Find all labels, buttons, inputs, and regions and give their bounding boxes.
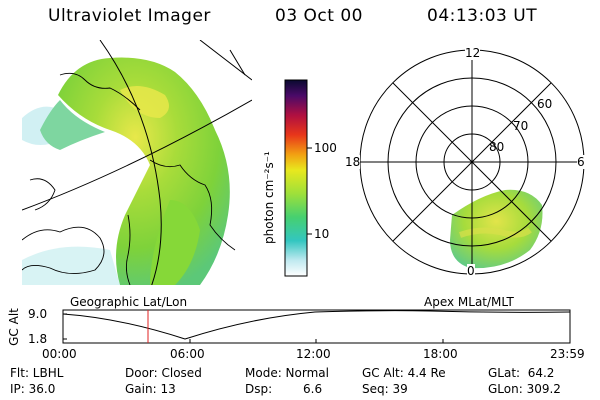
observation-time: 04:13:03 UT — [427, 6, 538, 26]
timeline-xtick-1200: 12:00 — [296, 347, 331, 361]
observation-date: 03 Oct 00 — [275, 6, 363, 26]
apex-caption: Apex MLat/MLT — [424, 295, 514, 309]
status-gain: Gain: 13 — [125, 382, 176, 396]
polar-mlt-plot — [359, 49, 585, 275]
timeline-yaxis-title: GC Alt — [7, 308, 21, 346]
mlat-label-80: 80 — [489, 140, 505, 154]
status-filter: Flt: LBHL — [10, 366, 64, 380]
status-mode: Mode: Normal — [245, 366, 329, 380]
mlat-label-60: 60 — [537, 97, 553, 111]
mlt-label-18: 18 — [345, 155, 361, 169]
status-gc-alt: GC Alt: 4.4 Re — [362, 366, 446, 380]
colorbar-unit-label: photon cm⁻²s⁻¹ — [262, 151, 276, 244]
status-dsp-value: 6.6 — [303, 382, 323, 396]
colorbar-tick-10: 10 — [314, 227, 330, 241]
status-glat: GLat: 64.2 — [488, 366, 555, 380]
instrument-title: Ultraviolet Imager — [48, 6, 211, 26]
timeline-xtick-0000: 00:00 — [42, 347, 77, 361]
colorbar — [284, 79, 308, 277]
mlt-label-12: 12 — [465, 46, 481, 60]
timeline-plot — [62, 309, 571, 344]
status-glon: GLon: 309.2 — [488, 382, 561, 396]
timeline-ytick-1-8: 1.8 — [28, 332, 48, 346]
status-ip: IP: 36.0 — [10, 382, 56, 396]
timeline-xtick-2359: 23:59 — [550, 347, 585, 361]
mlat-label-70: 70 — [513, 119, 529, 133]
colorbar-tick-100: 100 — [314, 141, 337, 155]
status-door: Door: Closed — [125, 366, 202, 380]
geographic-aurora-map — [22, 40, 252, 285]
mlt-label-6: 6 — [577, 155, 585, 169]
status-seq: Seq: 39 — [362, 382, 408, 396]
timeline-xtick-1800: 18:00 — [423, 347, 458, 361]
timeline-xtick-0600: 06:00 — [170, 347, 205, 361]
geographic-caption: Geographic Lat/Lon — [70, 295, 188, 309]
timeline-ytick-9: 9.0 — [28, 307, 48, 321]
status-dsp-label: Dsp: — [245, 382, 273, 396]
mlt-label-0: 0 — [467, 264, 475, 278]
